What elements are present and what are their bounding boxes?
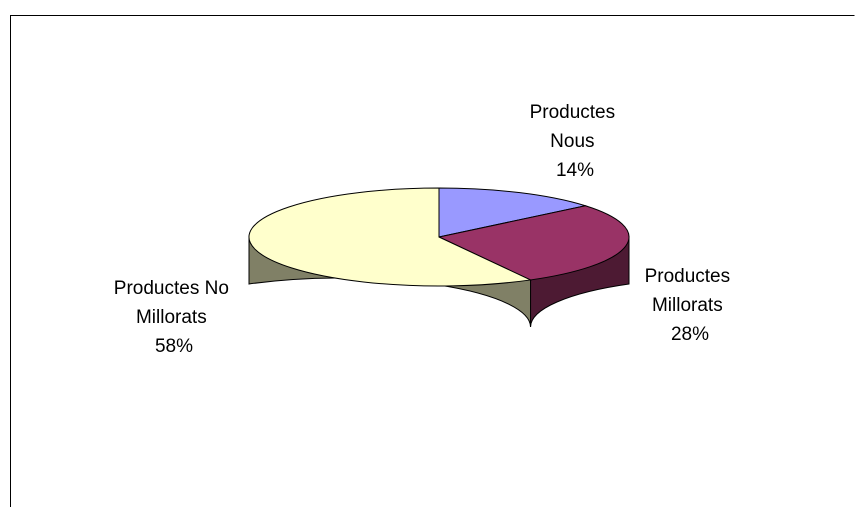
- slice-label-line: Nous: [550, 131, 594, 152]
- slice-value-label: 28%: [671, 324, 709, 345]
- chart-border: [10, 15, 855, 507]
- slice-label-line: Millorats: [652, 295, 723, 316]
- pie-tops: [248, 187, 630, 287]
- slice-label-line: Millorats: [136, 307, 207, 328]
- slice-label-productes-millorats: Productes Millorats 28%: [645, 266, 736, 345]
- slice-label-productes-no-millorats: Productes No Millorats 58%: [114, 278, 234, 357]
- slice-label-line: Productes: [530, 102, 616, 123]
- slice-value-label: 14%: [556, 160, 594, 181]
- slice-value-label: 58%: [155, 336, 193, 357]
- pie-slice-productes-no-millorats: [248, 187, 533, 287]
- pie-slice-productes-nous: [438, 187, 588, 238]
- slice-label-line: Productes No: [114, 278, 229, 299]
- slice-label-productes-nous: Productes Nous 14%: [530, 102, 621, 181]
- slice-label-line: Productes: [645, 266, 731, 287]
- pie-slice-productes-millorats: [437, 205, 630, 281]
